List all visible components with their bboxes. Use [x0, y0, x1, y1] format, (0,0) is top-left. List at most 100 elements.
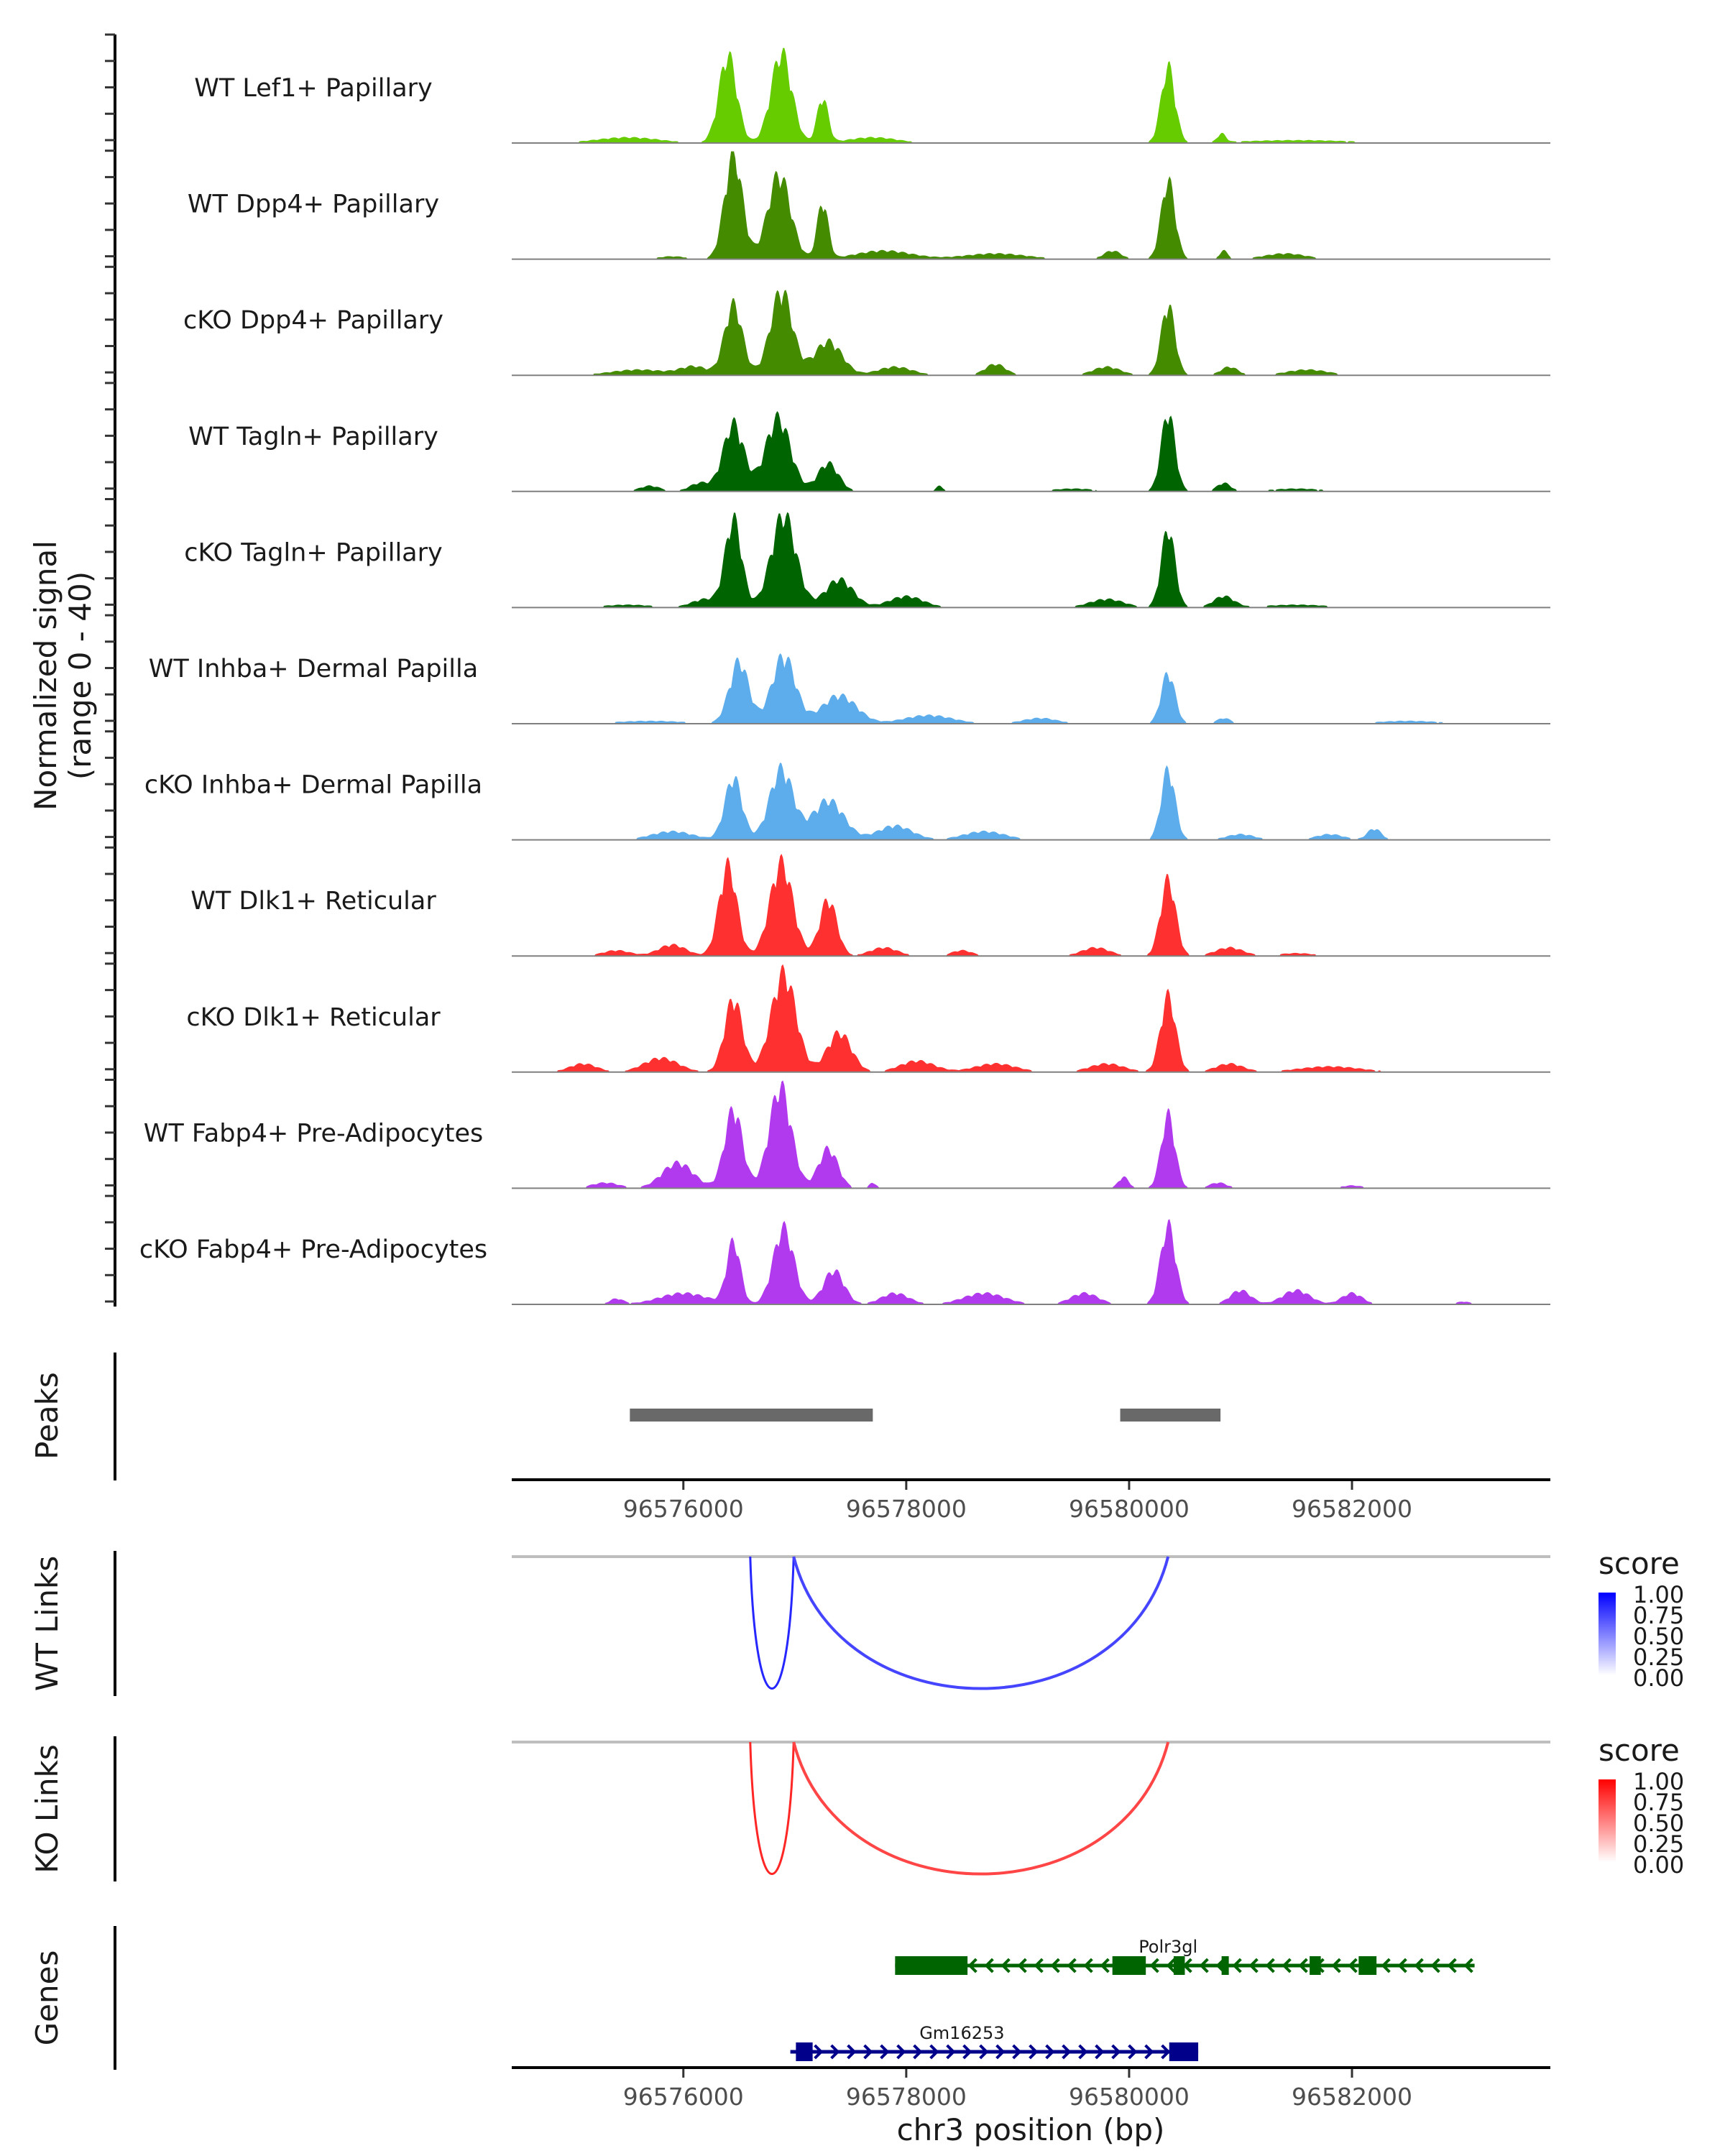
strand-arrow-left-icon: [1265, 1958, 1275, 1973]
strand-arrow-right-icon: [1029, 2044, 1039, 2060]
strand-arrow-left-icon: [1000, 1958, 1011, 1973]
legend-title: score: [1598, 1733, 1680, 1768]
genes-x-axis-ticks: 96576000 96578000 96580000 96582000: [623, 2069, 1412, 2111]
track-label: cKO Dlk1+ Reticular: [186, 1003, 441, 1032]
strand-arrow-right-icon: [880, 2044, 890, 2060]
x-tick-label: 96578000: [846, 2083, 967, 2111]
legend-title: score: [1598, 1546, 1680, 1581]
strand-arrow-right-icon: [863, 2044, 873, 2060]
y-axis-title-line1: Normalized signal: [28, 540, 63, 811]
genes-label: Genes: [29, 1950, 65, 2046]
x-axis-title: chr3 position (bp): [897, 2112, 1165, 2147]
gene-model: Gm16253: [790, 2023, 1199, 2061]
coverage-track: cKO Inhba+ Dermal Papilla: [144, 763, 1550, 841]
strand-arrow-right-icon: [1144, 2044, 1154, 2060]
strand-arrow-left-icon: [1067, 1958, 1077, 1973]
track-label: cKO Inhba+ Dermal Papilla: [144, 771, 482, 800]
peaks-panel: Peaks 96576000 96578000 96580000 96582000: [29, 1353, 1550, 1523]
legend-tick-label: 0.00: [1633, 1851, 1684, 1879]
coverage-area: [512, 763, 1550, 840]
strand-arrow-left-icon: [1430, 1958, 1440, 1973]
genes-panel: Genes Polr3gl Gm16253 96576000 96578000 965…: [29, 1926, 1550, 2147]
coverage-y-ticks: [105, 33, 115, 1303]
legend-colorbar: [1598, 1779, 1616, 1862]
track-label: cKO Tagln+ Papillary: [184, 538, 443, 567]
legend-tick-label: 0.75: [1633, 1789, 1684, 1816]
strand-arrow-left-icon: [1050, 1958, 1060, 1973]
track-label: WT Dpp4+ Papillary: [188, 190, 439, 219]
coverage-area: [512, 411, 1550, 492]
coverage-track: WT Fabp4+ Pre-Adipocytes: [144, 1080, 1550, 1189]
coverage-area: [512, 854, 1550, 957]
strand-arrow-left-icon: [1414, 1958, 1424, 1973]
coverage-area: [512, 964, 1550, 1072]
gene-exon: [796, 2042, 813, 2061]
gene-exon: [895, 1956, 968, 1975]
legend-tick-label: 0.50: [1633, 1623, 1684, 1650]
track-label: WT Lef1+ Papillary: [194, 74, 433, 103]
link-arc: [792, 1556, 1170, 1690]
x-tick-label: 96580000: [1069, 1495, 1190, 1523]
track-label: WT Tagln+ Papillary: [188, 423, 438, 451]
coverage-track: cKO Dlk1+ Reticular: [186, 964, 1550, 1073]
legend-tick-label: 0.25: [1633, 1644, 1684, 1671]
coverage-area: [512, 512, 1550, 608]
coverage-track: cKO Dpp4+ Papillary: [183, 290, 1550, 377]
gene-exon: [1112, 1956, 1146, 1975]
strand-arrow-right-icon: [979, 2044, 989, 2060]
coverage-area: [512, 151, 1550, 259]
strand-arrow-right-icon: [913, 2044, 923, 2060]
strand-arrow-right-icon: [962, 2044, 972, 2060]
peaks-label: Peaks: [29, 1372, 65, 1460]
x-tick-label: 96582000: [1292, 1495, 1412, 1523]
strand-arrow-right-icon: [1111, 2044, 1121, 2060]
strand-arrow-right-icon: [929, 2044, 939, 2060]
coverage-area: [512, 290, 1550, 376]
gene-name-label: Polr3gl: [1138, 1937, 1197, 1957]
x-tick-label: 96578000: [846, 1495, 967, 1523]
strand-arrow-right-icon: [847, 2044, 857, 2060]
x-tick-label: 96576000: [623, 2083, 744, 2111]
link-arc: [749, 1556, 795, 1690]
legend-tick-label: 0.75: [1633, 1602, 1684, 1629]
strand-arrow-left-icon: [967, 1958, 978, 1973]
coverage-track: WT Inhba+ Dermal Papilla: [149, 653, 1550, 724]
strand-arrow-left-icon: [1397, 1958, 1407, 1973]
track-label: WT Inhba+ Dermal Papilla: [149, 655, 478, 683]
coverage-track: cKO Tagln+ Papillary: [184, 512, 1550, 609]
links-label: WT Links: [29, 1556, 65, 1691]
strand-arrow-left-icon: [1017, 1958, 1027, 1973]
coverage-track: cKO Fabp4+ Pre-Adipocytes: [139, 1219, 1550, 1305]
gene-models: Polr3gl Gm16253: [790, 1937, 1475, 2061]
x-tick-label: 96576000: [623, 1495, 744, 1523]
strand-arrow-left-icon: [1166, 1958, 1176, 1973]
coverage-area: [512, 47, 1550, 143]
coverage-area: [512, 1080, 1550, 1189]
strand-arrow-right-icon: [946, 2044, 956, 2060]
gene-exon: [1169, 2042, 1199, 2061]
strand-arrow-right-icon: [1078, 2044, 1088, 2060]
strand-arrow-right-icon: [1095, 2044, 1105, 2060]
x-tick-label: 96582000: [1292, 2083, 1412, 2111]
strand-arrow-right-icon: [1161, 2044, 1171, 2060]
coverage-track: WT Dlk1+ Reticular: [190, 854, 1550, 957]
legend-tick-label: 0.00: [1633, 1664, 1684, 1692]
legend-tick-label: 0.25: [1633, 1830, 1684, 1858]
coverage-y-axis: Normalized signal (range 0 - 40): [28, 33, 116, 1307]
strand-arrow-left-icon: [1381, 1958, 1391, 1973]
peaks-x-axis-ticks: 96576000 96578000 96580000 96582000: [623, 1481, 1412, 1523]
track-label: WT Fabp4+ Pre-Adipocytes: [144, 1119, 483, 1148]
strand-arrow-left-icon: [1199, 1958, 1209, 1973]
strand-arrow-left-icon: [1331, 1958, 1341, 1973]
coverage-area: [512, 653, 1550, 724]
strand-arrow-right-icon: [995, 2044, 1006, 2060]
strand-arrow-left-icon: [1463, 1958, 1473, 1973]
links-label: KO Links: [29, 1744, 65, 1874]
strand-arrow-left-icon: [1282, 1958, 1292, 1973]
coverage-track: WT Lef1+ Papillary: [194, 47, 1550, 144]
peak-range: [630, 1409, 873, 1422]
